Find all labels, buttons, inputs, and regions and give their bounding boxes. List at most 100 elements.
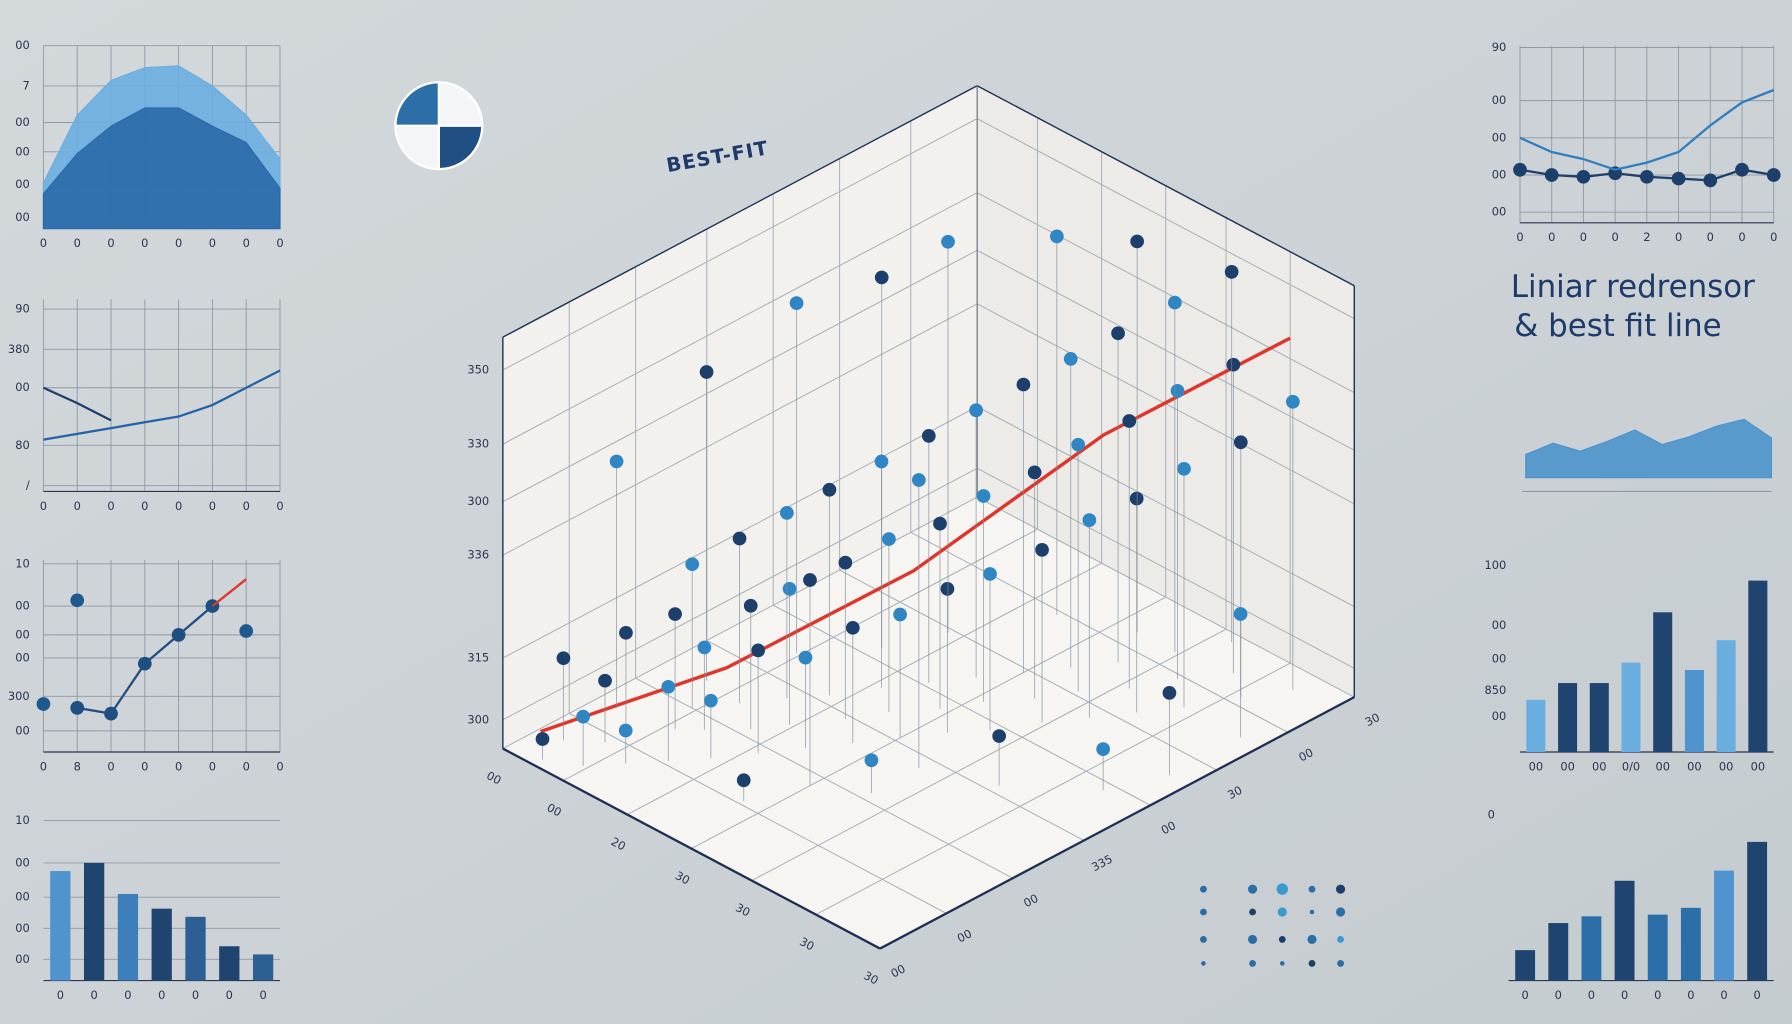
x-tick-label: 0 bbox=[1548, 230, 1555, 244]
x-tick-label: 0 bbox=[175, 759, 182, 773]
y-tick-label: 336 bbox=[467, 548, 489, 562]
pie-slice bbox=[394, 81, 440, 127]
y-tick-label: 00 bbox=[1492, 205, 1507, 219]
x-tick-label: 0 bbox=[1654, 988, 1661, 1002]
point bbox=[1050, 229, 1064, 244]
x-tick-label: 0 bbox=[243, 499, 250, 513]
marker bbox=[70, 700, 85, 715]
pie-slice bbox=[394, 124, 440, 171]
bar bbox=[1684, 670, 1704, 752]
area bbox=[42, 107, 281, 230]
point bbox=[609, 454, 624, 469]
y-tick-label: 00 bbox=[15, 599, 30, 613]
x-tick-label: 00 bbox=[955, 926, 974, 945]
bar bbox=[1647, 914, 1668, 981]
y-tick-label: 300 bbox=[467, 494, 489, 508]
bar bbox=[1558, 683, 1578, 752]
x-tick-label: 0 bbox=[1516, 230, 1523, 244]
floor-grid-line bbox=[502, 496, 978, 750]
point bbox=[704, 693, 718, 708]
x-tick-label: 0 bbox=[1588, 988, 1595, 1002]
point bbox=[1082, 513, 1097, 527]
marker bbox=[1766, 168, 1781, 182]
point bbox=[864, 753, 879, 768]
bar bbox=[1747, 841, 1768, 981]
bar bbox=[1548, 923, 1569, 981]
marker bbox=[1576, 169, 1591, 184]
y-tick-label: 10 bbox=[15, 813, 30, 827]
point bbox=[1177, 461, 1191, 476]
x-tick-label: 0 bbox=[1738, 230, 1745, 244]
y-tick-label: 300 bbox=[8, 689, 30, 703]
chart-panel: 0 0 0 0 0 0 0 0 0 bbox=[1488, 807, 1774, 1002]
point bbox=[1286, 394, 1300, 409]
x-tick-label: 30 bbox=[1363, 710, 1382, 729]
y-tick-label: 00 bbox=[15, 627, 30, 641]
point bbox=[1027, 465, 1042, 480]
point bbox=[1162, 686, 1177, 700]
bar bbox=[1748, 580, 1768, 752]
y-tick-label: 10 bbox=[15, 556, 30, 570]
z-tick-label: 20 bbox=[609, 834, 628, 853]
point bbox=[743, 598, 758, 613]
point bbox=[685, 557, 700, 572]
bar bbox=[1515, 950, 1536, 981]
point bbox=[874, 270, 889, 285]
marker bbox=[1544, 168, 1559, 182]
bar bbox=[83, 862, 105, 981]
x-tick-label: 0 bbox=[1720, 988, 1727, 1002]
chart-panel bbox=[1525, 418, 1772, 479]
x-tick-label: 00 bbox=[888, 961, 907, 980]
x-tick-label: 0 bbox=[175, 236, 182, 250]
x-tick-label: 0 bbox=[226, 988, 233, 1002]
x-tick-label: 0 bbox=[158, 988, 165, 1002]
x-tick-label: 00 bbox=[1592, 759, 1607, 773]
wall-grid-line bbox=[976, 192, 1355, 394]
x-tick-label: 0 bbox=[107, 499, 114, 513]
marker bbox=[171, 628, 186, 642]
x-tick-label: 0 bbox=[259, 988, 266, 1002]
y-tick-label: 00 bbox=[1492, 168, 1507, 182]
x-tick-label: 00 bbox=[1560, 759, 1575, 773]
point bbox=[1170, 384, 1185, 398]
z-tick-label: 30 bbox=[673, 868, 692, 887]
back-wall bbox=[502, 85, 978, 749]
marker bbox=[1513, 162, 1527, 177]
x-tick-label: 0/0 bbox=[1622, 759, 1640, 773]
line bbox=[43, 369, 281, 441]
y-tick-label: 00 bbox=[1492, 651, 1507, 665]
bar bbox=[219, 946, 240, 981]
point bbox=[983, 567, 997, 581]
x-tick-label: 0 bbox=[57, 988, 64, 1002]
point bbox=[619, 625, 633, 640]
x-tick-label: 0 bbox=[1770, 230, 1777, 244]
point bbox=[933, 516, 947, 531]
point bbox=[893, 607, 907, 622]
x-tick-label: 00 bbox=[1687, 759, 1702, 773]
wall-grid-line bbox=[502, 118, 978, 371]
z-tick-label: 00 bbox=[545, 800, 564, 819]
y-tick-label: 315 bbox=[467, 651, 489, 665]
point bbox=[789, 296, 804, 310]
x-tick-label: 00 bbox=[1021, 891, 1040, 910]
bar bbox=[252, 954, 274, 981]
point bbox=[556, 651, 571, 666]
y-tick-label: 00 bbox=[15, 952, 30, 966]
x-tick-label: 00 bbox=[1296, 745, 1315, 764]
point bbox=[697, 640, 712, 655]
x-tick-label: 30 bbox=[1225, 783, 1244, 802]
line bbox=[1519, 88, 1775, 171]
x-tick-label: 00 bbox=[1159, 818, 1178, 837]
x-tick-label: 0 bbox=[209, 499, 216, 513]
point bbox=[1233, 435, 1248, 450]
x-tick-label: 0 bbox=[209, 236, 216, 250]
point bbox=[976, 489, 991, 503]
point bbox=[780, 506, 794, 520]
point bbox=[1233, 607, 1248, 621]
x-tick-label: 2 bbox=[1643, 230, 1650, 244]
x-tick-label: 0 bbox=[1687, 988, 1694, 1002]
wall-grid-line bbox=[976, 118, 1355, 320]
marker bbox=[1703, 173, 1718, 188]
